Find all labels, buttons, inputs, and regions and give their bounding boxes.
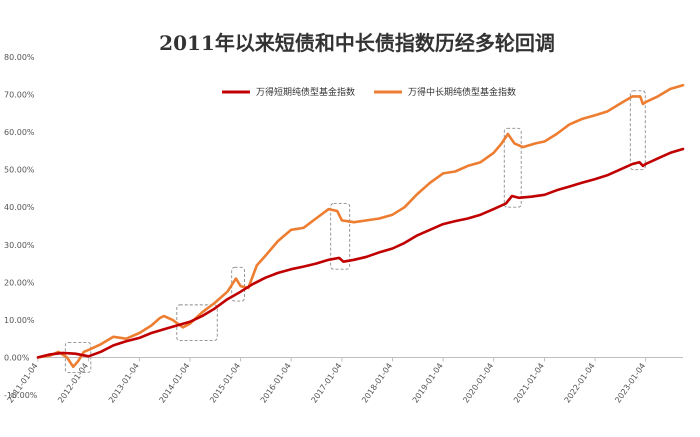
- y-tick-label: 20.00%: [4, 278, 35, 287]
- y-tick-label: 70.00%: [4, 91, 35, 100]
- x-tick-label: 2017-01-04: [310, 361, 344, 404]
- series-line-long-bond: [36, 83, 685, 369]
- series-line-short-bond: [36, 147, 685, 359]
- y-tick-label: 60.00%: [4, 128, 35, 137]
- y-tick-label: 80.00%: [4, 53, 35, 62]
- x-axis-ticks: 2011-01-04 2012-01-04 2013-01-04 2014-01-04…: [6, 357, 647, 405]
- x-tick-label: 2023-01-04: [613, 361, 647, 404]
- legend-label-long: 万得中长期纯债型基金指数: [408, 86, 516, 98]
- series-lines: [36, 83, 685, 369]
- x-tick-label: 2018-01-04: [360, 361, 394, 404]
- drawdown-highlight-box: [629, 90, 646, 171]
- y-tick-label: 0.00%: [4, 353, 30, 362]
- y-tick-label: -10.00%: [4, 391, 38, 400]
- y-axis-ticks: 80.00% 70.00% 60.00% 50.00% 40.00% 30.00% 20.0…: [4, 53, 38, 400]
- x-tick-label: 2014-01-04: [158, 361, 192, 404]
- chart-title: 2011年以来短债和中长债指数历经多轮回调: [159, 31, 555, 55]
- y-tick-label: 40.00%: [4, 203, 35, 212]
- drawdown-highlight-box: [503, 127, 522, 208]
- x-tick-label: 2016-01-04: [259, 361, 293, 404]
- x-tick-label: 2013-01-04: [107, 361, 141, 404]
- x-tick-label: 2020-01-04: [461, 361, 495, 404]
- y-tick-label: 30.00%: [4, 241, 35, 250]
- x-tick-label: 2015-01-04: [208, 361, 242, 404]
- drawdown-highlight-box: [330, 203, 351, 270]
- drawdown-highlight-box: [231, 266, 245, 302]
- y-tick-label: 50.00%: [4, 166, 35, 175]
- x-tick-label: 2022-01-04: [563, 361, 597, 404]
- x-tick-label: 2021-01-04: [512, 361, 546, 404]
- legend: 万得短期纯债型基金指数 万得中长期纯债型基金指数: [222, 86, 516, 98]
- legend-label-short: 万得短期纯债型基金指数: [256, 86, 355, 98]
- y-tick-label: 10.00%: [4, 316, 35, 325]
- x-tick-label: 2019-01-04: [411, 361, 445, 404]
